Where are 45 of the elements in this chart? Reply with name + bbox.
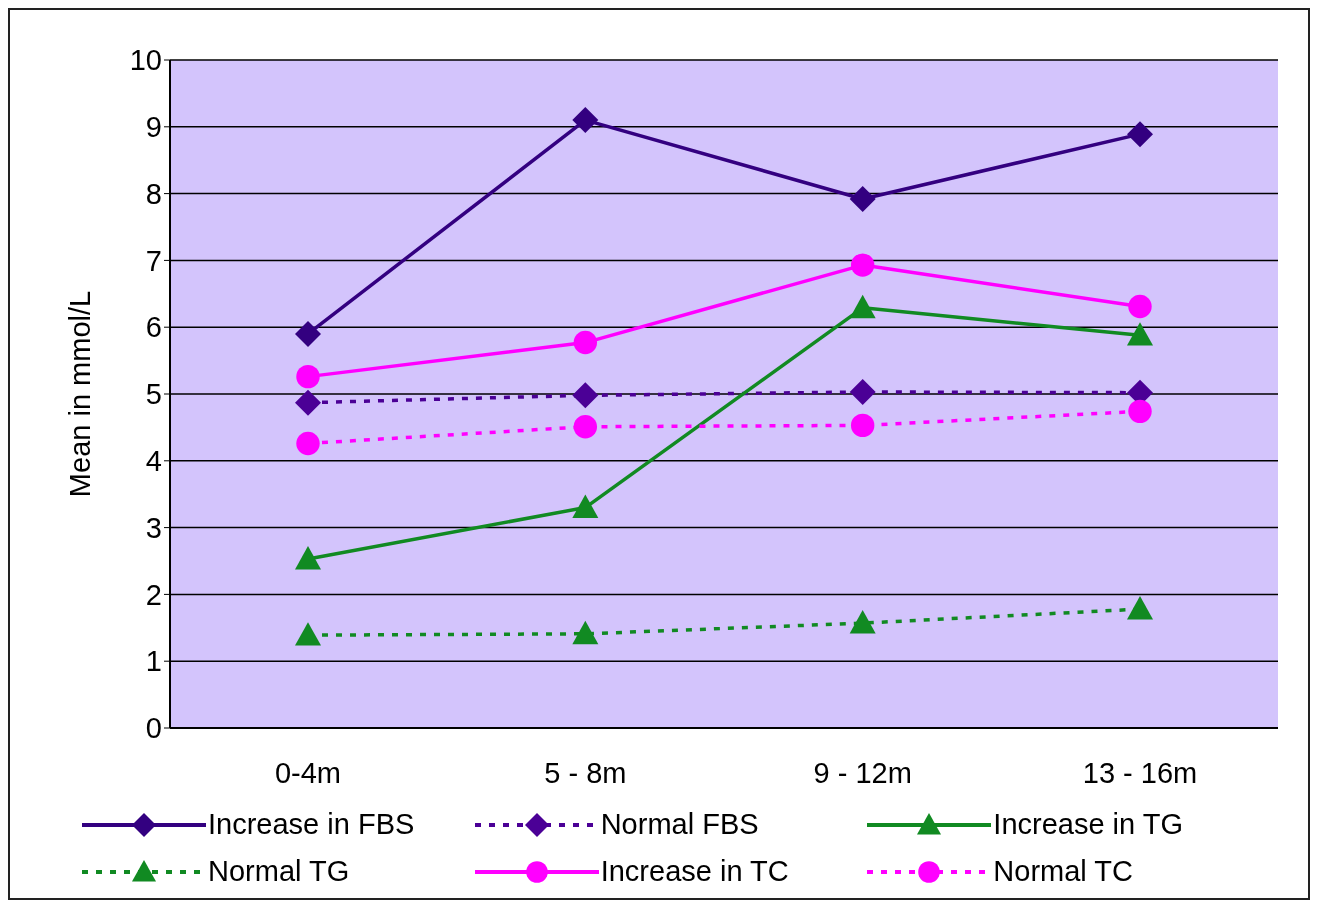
point (1127, 322, 1153, 346)
y-tick-label: 2 (145, 578, 162, 611)
point (850, 253, 875, 277)
point (572, 382, 599, 409)
x-tick-label: 0-4m (274, 756, 342, 789)
point (572, 494, 599, 518)
y-tick-label: 3 (145, 511, 162, 544)
x-tick-label: 5 - 8m (544, 756, 627, 789)
point (850, 413, 875, 438)
point (1128, 294, 1152, 319)
legend-label: Normal TG (208, 855, 350, 888)
legend-label: Increase in FBS (208, 808, 415, 841)
point (296, 431, 320, 456)
point (573, 415, 598, 439)
point (1128, 399, 1152, 424)
point (849, 379, 876, 405)
y-tick-label: 9 (145, 111, 162, 144)
y-tick-label: 1 (145, 645, 162, 678)
legend-label: Normal FBS (600, 808, 759, 841)
y-tick-label: 5 (145, 378, 162, 411)
y-tick-label: 8 (145, 177, 162, 210)
y-tick-label: 6 (145, 311, 162, 344)
point (849, 610, 876, 634)
point (572, 620, 599, 645)
y-tick-label: 10 (129, 44, 162, 77)
point (849, 294, 876, 319)
point (1127, 121, 1153, 148)
legend-label: Increase in TC (600, 855, 789, 888)
point (295, 389, 321, 416)
point (573, 330, 598, 355)
point (295, 546, 321, 570)
point (295, 320, 321, 347)
point (296, 364, 320, 389)
point (1127, 596, 1153, 620)
legend-label: Normal TC (993, 855, 1133, 888)
x-tick-label: 13 - 16m (1082, 756, 1198, 789)
legend-label: Increase in TG (993, 808, 1183, 841)
y-axis-title: Mean in mmol/L (64, 290, 97, 498)
x-tick-label: 9 - 12m (813, 756, 912, 789)
point (295, 622, 321, 646)
point (572, 107, 599, 134)
y-tick-label: 4 (145, 445, 162, 478)
point (849, 185, 876, 212)
y-tick-label: 7 (145, 244, 162, 277)
y-tick-label: 0 (145, 712, 162, 745)
